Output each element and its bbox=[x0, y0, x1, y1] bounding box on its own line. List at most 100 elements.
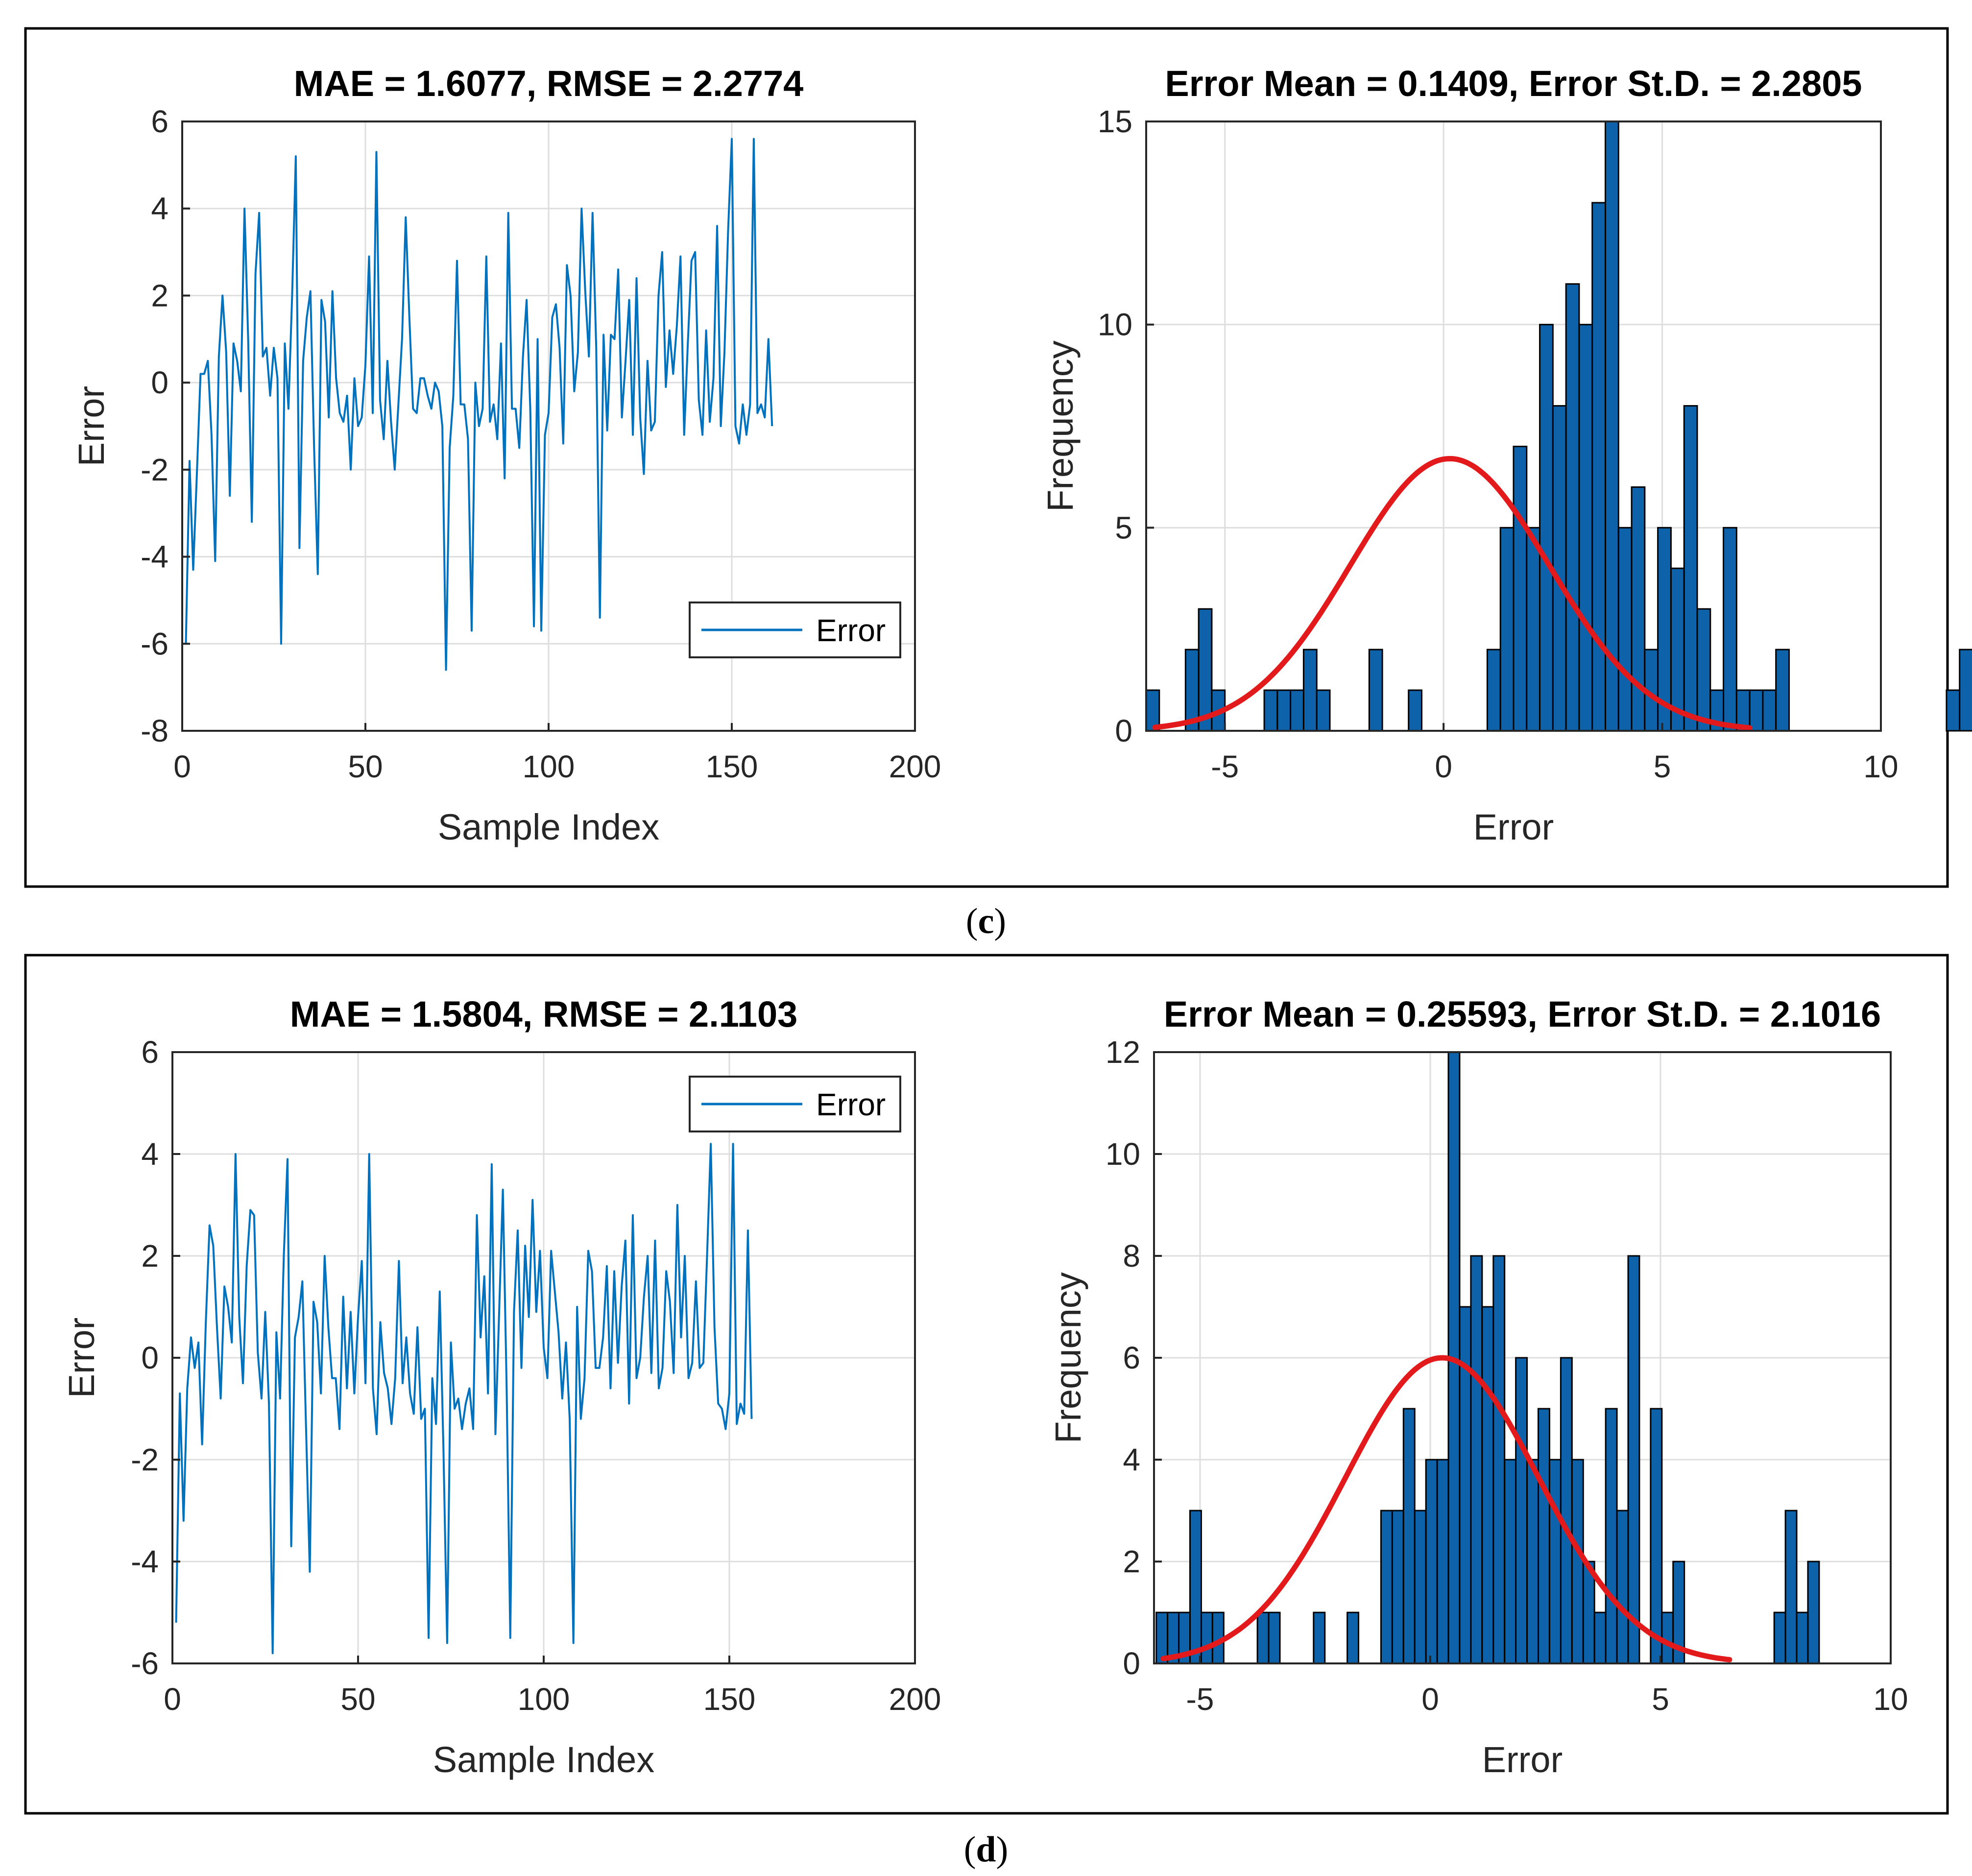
histogram-bar bbox=[1650, 1408, 1663, 1664]
line-y-tick-label: 6 bbox=[141, 1034, 159, 1070]
line-y-tick-label: -6 bbox=[131, 1646, 159, 1681]
histogram-bar bbox=[1391, 1510, 1404, 1664]
line-y-tick-label: 4 bbox=[151, 191, 168, 226]
hist-y-tick-label: 10 bbox=[1106, 1136, 1140, 1172]
y-axis-label: Error bbox=[71, 386, 112, 466]
histogram-bar bbox=[1414, 1510, 1427, 1664]
histogram-bar bbox=[1276, 689, 1292, 732]
line-x-tick-label: 50 bbox=[348, 749, 383, 784]
error-series-line bbox=[185, 138, 773, 671]
y-axis-label: Error bbox=[61, 1318, 102, 1398]
x-axis-label: Error bbox=[1482, 1739, 1563, 1780]
histogram-bar bbox=[1959, 649, 1972, 732]
histogram-bar bbox=[1683, 405, 1698, 732]
histogram-bar bbox=[1571, 1459, 1584, 1664]
hist-x-tick-label: -5 bbox=[1186, 1682, 1214, 1717]
hist-y-tick-label: 10 bbox=[1098, 307, 1132, 342]
histogram-bar bbox=[1313, 1611, 1326, 1664]
hist-y-tick-label: 4 bbox=[1123, 1442, 1140, 1477]
line-x-tick-label: 0 bbox=[164, 1682, 181, 1717]
line-y-tick-label: -4 bbox=[141, 539, 168, 575]
line-y-tick-label: 0 bbox=[151, 365, 168, 400]
hist-y-tick-label: 6 bbox=[1123, 1340, 1140, 1375]
histogram-bar bbox=[1492, 1255, 1506, 1664]
x-axis-label: Sample Index bbox=[433, 1739, 655, 1780]
histogram-title: Error Mean = 0.1409, Error St.D. = 2.280… bbox=[1165, 63, 1862, 104]
histogram-bar bbox=[1616, 1510, 1629, 1664]
histogram-bar bbox=[1347, 1611, 1360, 1664]
hist-y-tick-label: 15 bbox=[1098, 104, 1132, 139]
error-series-line bbox=[175, 1143, 753, 1655]
histogram-bar bbox=[1368, 649, 1383, 732]
histogram-bar bbox=[1605, 1408, 1618, 1664]
histogram-bar bbox=[1459, 1306, 1472, 1664]
histogram-bar bbox=[1268, 1611, 1281, 1664]
histogram-bar bbox=[1316, 689, 1331, 732]
histogram-bar bbox=[1486, 649, 1501, 732]
normal-fit-curve bbox=[1152, 456, 1753, 731]
hist-x-tick-label: 0 bbox=[1421, 1682, 1439, 1717]
hist-x-tick-label: 5 bbox=[1654, 749, 1671, 784]
line-y-tick-label: 0 bbox=[141, 1340, 159, 1375]
histogram-title: Error Mean = 0.25593, Error St.D. = 2.10… bbox=[1164, 994, 1881, 1034]
panel-d-line-chart: 0 50 100 150 200 -6 -4 -2 0 2 4 6 MAE = 1.5804, RMSE… bbox=[61, 994, 941, 1780]
histogram-bar bbox=[1696, 608, 1711, 732]
histogram-bar bbox=[1565, 283, 1580, 732]
histogram-bar bbox=[1670, 567, 1685, 732]
normal-fit-curve bbox=[1160, 1355, 1732, 1662]
line-x-tick-label: 100 bbox=[518, 1682, 570, 1717]
panel-d-histogram: -5 0 5 10 0 2 4 6 8 10 12 Error Mean = 0.25593, Err… bbox=[1048, 994, 1908, 1780]
line-x-tick-label: 200 bbox=[889, 749, 941, 784]
x-axis-label: Error bbox=[1473, 807, 1554, 847]
hist-y-tick-label: 8 bbox=[1123, 1238, 1140, 1274]
histogram-bar bbox=[1552, 405, 1567, 732]
panel-c-histogram: -5 0 5 10 0 5 10 15 Error Mean = 0.1409, Error S… bbox=[1040, 63, 1972, 847]
hist-x-tick-label: -5 bbox=[1211, 749, 1239, 784]
line-chart-title: MAE = 1.5804, RMSE = 2.1103 bbox=[290, 994, 798, 1034]
hist-y-tick-label: 12 bbox=[1106, 1034, 1140, 1070]
histogram-bar bbox=[1513, 445, 1528, 732]
legend-label: Error bbox=[816, 613, 886, 648]
histogram-bar bbox=[1526, 1459, 1539, 1664]
histogram-bar bbox=[1605, 120, 1619, 732]
histogram-bar bbox=[1548, 1459, 1562, 1664]
line-y-tick-label: -4 bbox=[131, 1544, 159, 1579]
histogram-bar bbox=[1749, 689, 1764, 732]
histogram-bar bbox=[1627, 1255, 1640, 1664]
histogram-bar bbox=[1560, 1357, 1573, 1664]
histogram-bar bbox=[1762, 689, 1777, 732]
line-y-tick-label: -8 bbox=[141, 713, 168, 748]
histogram-bar bbox=[1631, 486, 1646, 732]
line-x-tick-label: 50 bbox=[340, 1682, 375, 1717]
x-axis-label: Sample Index bbox=[438, 807, 660, 847]
hist-x-tick-label: 0 bbox=[1435, 749, 1452, 784]
histogram-bar bbox=[1302, 649, 1318, 732]
y-axis-label: Frequency bbox=[1048, 1272, 1088, 1443]
histogram-bar bbox=[1723, 527, 1737, 732]
histogram-bar bbox=[1380, 1510, 1393, 1664]
histogram-bar bbox=[1661, 1611, 1674, 1664]
line-y-tick-label: 2 bbox=[141, 1238, 159, 1274]
histogram-bar bbox=[1946, 689, 1961, 732]
hist-x-tick-label: 5 bbox=[1652, 1682, 1669, 1717]
histogram-bar bbox=[1657, 527, 1672, 732]
histogram-bar bbox=[1189, 1510, 1202, 1664]
legend-label: Error bbox=[816, 1087, 886, 1122]
histogram-bar bbox=[1198, 608, 1213, 732]
histogram-bar bbox=[1538, 1408, 1550, 1664]
histogram-bar bbox=[1408, 689, 1423, 732]
line-y-tick-label: -2 bbox=[131, 1442, 159, 1477]
line-y-tick-label: -6 bbox=[141, 626, 168, 661]
histogram-bar bbox=[1425, 1459, 1438, 1664]
line-x-tick-label: 150 bbox=[706, 749, 758, 784]
histogram-bar bbox=[1773, 1611, 1786, 1664]
histogram-bar bbox=[1784, 1510, 1798, 1664]
histogram-bar bbox=[1593, 1611, 1607, 1664]
histogram-bar bbox=[1515, 1357, 1528, 1664]
panel-c-line-chart: 0 50 100 150 200 -8 -6 -4 -2 0 2 4 6 MAE = 1.6077, RM… bbox=[71, 63, 941, 847]
line-y-tick-label: 4 bbox=[141, 1136, 159, 1172]
hist-x-tick-label: 10 bbox=[1873, 1682, 1908, 1717]
hist-y-tick-label: 2 bbox=[1123, 1544, 1140, 1579]
histogram-bar bbox=[1499, 527, 1515, 732]
